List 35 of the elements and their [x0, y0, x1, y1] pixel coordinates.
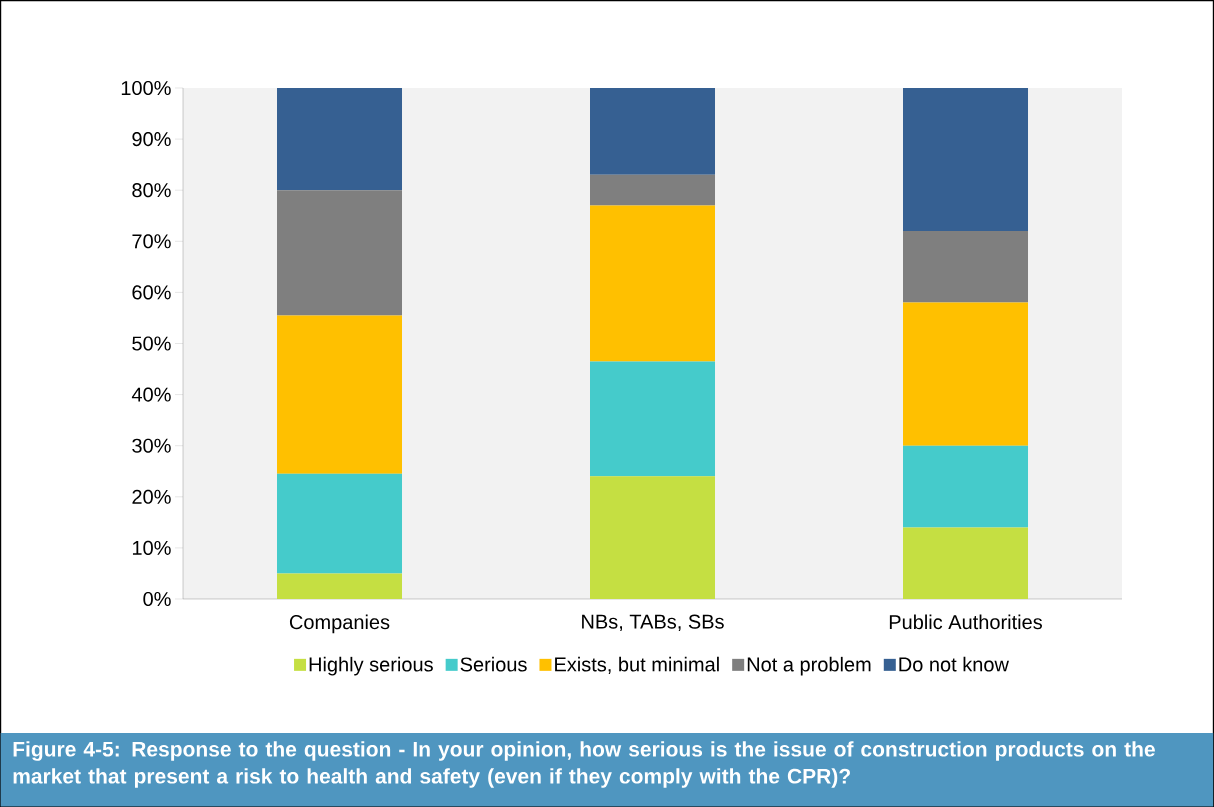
x-tick-label: NBs, TABs, SBs: [582, 614, 724, 632]
legend-label: Serious: [460, 656, 527, 672]
bar: [590, 476, 716, 599]
x-tick-label: Public Authorities: [889, 614, 1042, 630]
y-tick-label: 70%: [132, 234, 171, 249]
bar: [277, 473, 403, 574]
legend-label: Not a problem: [747, 656, 871, 676]
y-tick-label: 100%: [121, 80, 171, 96]
y-tick-label: 90%: [132, 132, 171, 147]
y-tick-label: 80%: [132, 183, 171, 198]
bar: [590, 205, 716, 362]
bar: [590, 361, 716, 477]
y-tick-label: 40%: [131, 387, 171, 402]
bar: [277, 573, 403, 599]
text: Figure 4-5: Response to the question - In your opinion, how serious is the issue of construction products on the market that present a risk to health and safety (even if they comply with the CPR)?: [13, 741, 1155, 788]
bar: [590, 174, 716, 206]
bar: [590, 88, 716, 175]
legend-label: Exists, but minimal: [555, 656, 719, 674]
bar: [277, 190, 403, 316]
bar: [277, 88, 403, 191]
x-tick-label: Companies: [289, 614, 390, 634]
y-tick-label: 20%: [132, 489, 171, 504]
bar: [903, 88, 1029, 232]
y-tick-label: 10%: [132, 540, 171, 555]
legend-label: Highly serious: [309, 656, 433, 676]
y-tick-label: 0%: [143, 591, 171, 607]
y-tick-label: 60%: [132, 285, 171, 300]
bar: [277, 315, 403, 474]
bar: [903, 527, 1029, 599]
y-tick-label: 50%: [132, 336, 171, 351]
y-tick-label: 30%: [132, 438, 171, 453]
bar: [903, 445, 1029, 528]
legend-label: Do not know: [899, 656, 1009, 672]
bar: [903, 302, 1029, 446]
bar: [903, 231, 1029, 303]
